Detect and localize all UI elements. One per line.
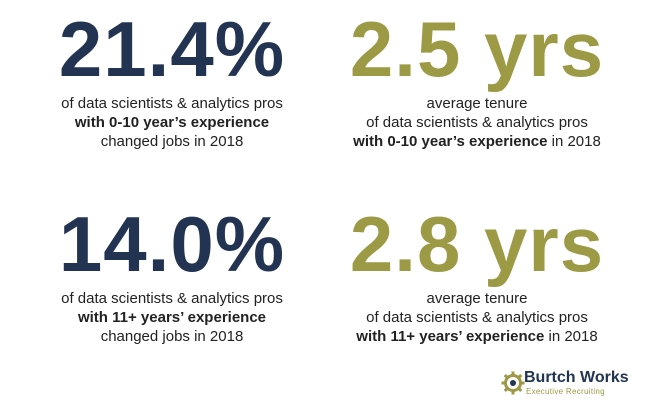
stat-line: of data scientists & analytics pros (61, 95, 283, 112)
stat-line: changed jobs in 2018 (100, 133, 244, 150)
stat-line: of data scientists & analytics pros (366, 114, 588, 131)
stat-tenure-0-10: 2.5 yrs average tenure of data scientist… (318, 10, 636, 151)
stat-line-rest: in 2018 (547, 133, 601, 150)
burtch-works-logo: Burtch Works Executive Recruiting (500, 366, 640, 406)
stat-line-bold: with 0-10 year’s experience (74, 114, 270, 131)
stat-description: average tenure of data scientists & anal… (318, 289, 636, 346)
stat-value: 14.0% (58, 200, 286, 288)
stat-line-bold: with 0-10 year’s experience (353, 133, 548, 150)
stat-tenure-11-plus: 2.8 yrs average tenure of data scientist… (318, 205, 636, 346)
stat-line: average tenure (426, 95, 528, 112)
stat-line-bold: with 11+ years’ experience (356, 328, 545, 345)
stat-value: 2.8 yrs (349, 200, 605, 288)
stat-jobs-changed-11-plus: 14.0% of data scientists & analytics pro… (22, 205, 322, 346)
stat-line: with 11+ years’ experience in 2018 (318, 327, 636, 346)
stat-description: of data scientists & analytics pros with… (22, 94, 322, 151)
stat-jobs-changed-0-10: 21.4% of data scientists & analytics pro… (22, 10, 322, 151)
stat-line: with 0-10 year’s experience in 2018 (318, 132, 636, 151)
logo-tagline: Executive Recruiting (526, 387, 605, 396)
stat-line-rest: in 2018 (544, 328, 598, 345)
stat-line-bold: with 11+ years’ experience (77, 309, 267, 326)
stat-description: average tenure of data scientists & anal… (318, 94, 636, 151)
stat-line: of data scientists & analytics pros (366, 309, 588, 326)
logo-name: Burtch Works (524, 369, 629, 386)
stat-value: 2.5 yrs (349, 5, 605, 93)
stat-value: 21.4% (58, 5, 286, 93)
gear-icon (501, 371, 525, 395)
stat-line: changed jobs in 2018 (100, 328, 244, 345)
stat-line: average tenure (426, 290, 528, 307)
stat-description: of data scientists & analytics pros with… (22, 289, 322, 346)
stat-line: of data scientists & analytics pros (61, 290, 283, 307)
